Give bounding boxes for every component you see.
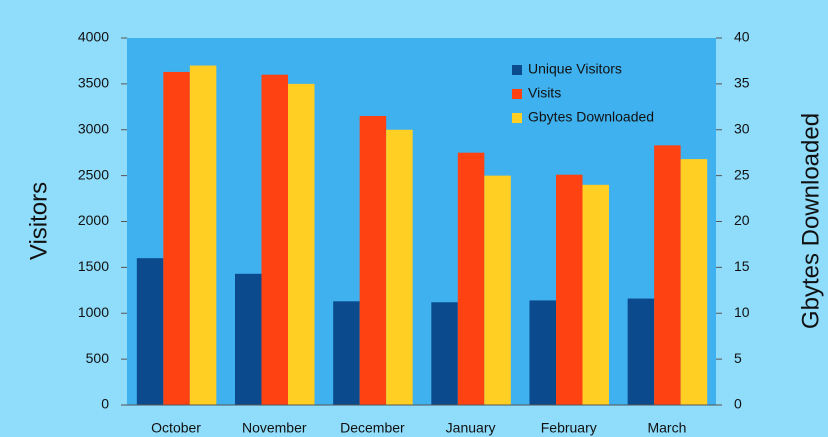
y-tick-label: 2500 bbox=[78, 166, 109, 182]
x-tick-label: October bbox=[151, 420, 201, 436]
bar bbox=[431, 302, 458, 405]
y-tick-label: 4000 bbox=[78, 29, 109, 45]
bar bbox=[359, 115, 387, 406]
bar bbox=[582, 184, 609, 405]
y-tick-label: 1000 bbox=[78, 304, 109, 320]
y-axis-title: Visitors bbox=[25, 182, 52, 260]
y-tick-label: 2000 bbox=[78, 212, 109, 228]
legend-label: Visits bbox=[528, 85, 561, 101]
bar bbox=[529, 300, 556, 405]
legend-label: Gbytes Downloaded bbox=[528, 109, 654, 125]
y2-tick-label: 25 bbox=[734, 166, 750, 182]
y2-tick-label: 40 bbox=[734, 29, 750, 45]
bar bbox=[287, 83, 315, 405]
bar bbox=[627, 298, 655, 405]
y-tick-label: 3000 bbox=[78, 120, 109, 136]
x-tick-label: January bbox=[446, 420, 496, 436]
bar bbox=[189, 65, 217, 406]
x-tick-label: November bbox=[242, 420, 307, 436]
y2-tick-label: 35 bbox=[734, 75, 750, 91]
bar bbox=[136, 258, 164, 405]
x-tick-label: December bbox=[340, 420, 405, 436]
x-tick-label: February bbox=[541, 420, 597, 436]
y2-axis-title: Gbytes Downloaded bbox=[797, 113, 824, 329]
y-tick-label: 1500 bbox=[78, 258, 109, 274]
bar bbox=[555, 174, 583, 405]
legend-label: Unique Visitors bbox=[528, 61, 622, 77]
y2-tick-label: 5 bbox=[734, 350, 742, 366]
bar bbox=[680, 159, 708, 405]
bar bbox=[484, 175, 511, 405]
bar bbox=[457, 152, 485, 405]
bar bbox=[234, 273, 262, 405]
y2-tick-label: 15 bbox=[734, 258, 750, 274]
bar bbox=[386, 129, 413, 405]
legend-swatch bbox=[512, 89, 522, 99]
bar bbox=[654, 145, 681, 405]
y2-tick-label: 0 bbox=[734, 396, 742, 412]
bar bbox=[261, 74, 288, 405]
legend-swatch bbox=[512, 113, 522, 123]
x-tick-label: March bbox=[647, 420, 686, 436]
plot-area bbox=[127, 38, 716, 405]
y-tick-label: 0 bbox=[101, 396, 109, 412]
y-tick-label: 3500 bbox=[78, 75, 109, 91]
y2-tick-label: 30 bbox=[734, 120, 750, 136]
legend-swatch bbox=[512, 65, 522, 75]
y2-tick-label: 10 bbox=[734, 304, 750, 320]
bar bbox=[163, 71, 190, 405]
bar bbox=[333, 301, 360, 405]
y-tick-label: 500 bbox=[86, 350, 110, 366]
y2-tick-label: 20 bbox=[734, 212, 750, 228]
